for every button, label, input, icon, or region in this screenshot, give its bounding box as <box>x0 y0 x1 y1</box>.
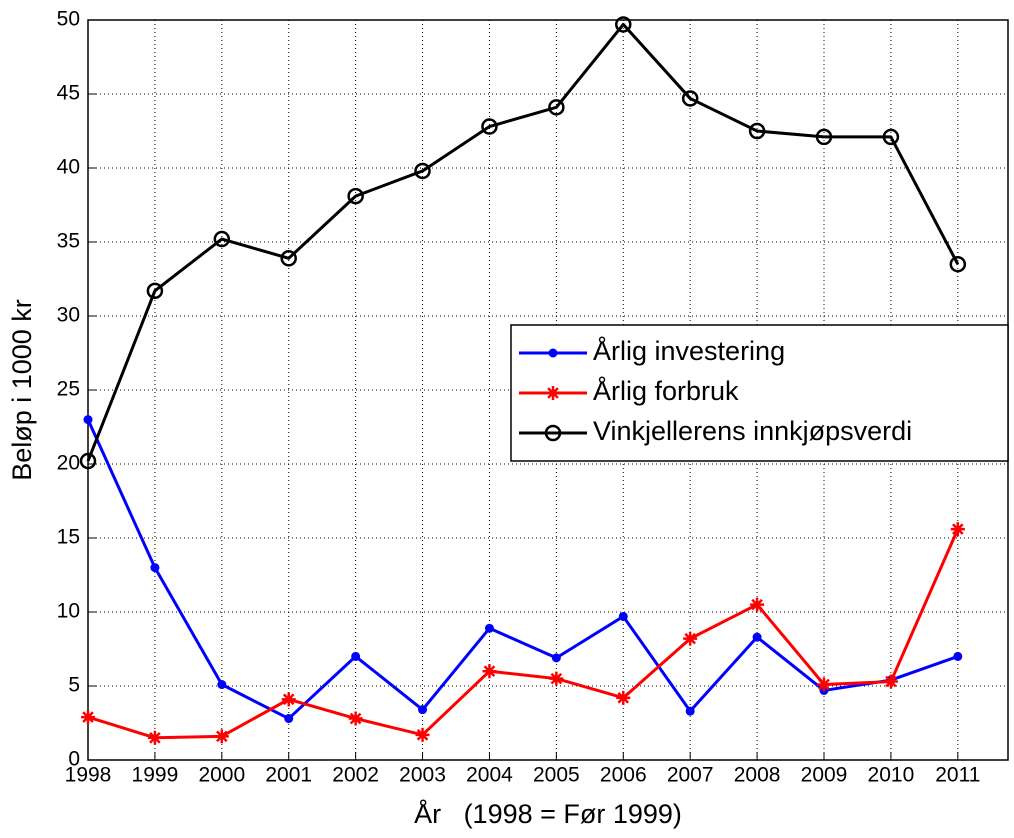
legend-marker <box>548 348 558 358</box>
x-axis-label: År (1998 = Før 1999) <box>414 798 682 829</box>
series-line <box>87 528 960 740</box>
y-tick-label: 5 <box>68 674 80 697</box>
marker <box>616 690 631 705</box>
y-tick-label: 50 <box>57 8 80 31</box>
y-tick-label: 25 <box>57 378 80 401</box>
marker <box>548 99 565 116</box>
marker <box>953 651 963 661</box>
marker <box>418 705 428 715</box>
y-tick-label: 35 <box>57 230 80 253</box>
marker <box>882 128 900 146</box>
marker <box>752 632 762 642</box>
marker <box>817 677 831 692</box>
marker <box>281 692 296 707</box>
marker <box>683 631 698 646</box>
marker <box>681 90 699 107</box>
x-tick-label: 1999 <box>132 764 179 787</box>
x-tick-label: 2000 <box>198 764 245 787</box>
x-tick-label: 2002 <box>332 764 379 787</box>
marker <box>150 563 160 573</box>
legend-box <box>510 324 1009 462</box>
x-tick-label: 2005 <box>533 764 580 787</box>
y-tick-label: 10 <box>57 600 80 623</box>
series-line <box>86 22 960 462</box>
x-tick-label: 2004 <box>466 764 513 787</box>
y-tick-label: 45 <box>57 82 80 105</box>
legend-label: Årlig investering <box>593 335 785 366</box>
y-tick-label: 15 <box>57 526 80 549</box>
marker <box>685 706 695 716</box>
marker <box>549 671 564 686</box>
marker <box>748 122 766 140</box>
marker <box>81 710 95 725</box>
x-tick-label: 2001 <box>265 764 312 787</box>
marker <box>481 118 498 135</box>
x-tick-label: 2011 <box>935 764 980 787</box>
y-tick-label: 40 <box>57 156 80 179</box>
x-tick-label: 2007 <box>667 764 714 787</box>
marker <box>883 674 898 689</box>
x-tick-label: 2006 <box>600 764 647 787</box>
marker <box>79 452 97 470</box>
marker <box>280 250 297 267</box>
marker <box>551 653 561 663</box>
marker <box>214 729 229 744</box>
marker <box>615 16 632 33</box>
legend-marker <box>546 386 560 400</box>
marker <box>815 128 833 146</box>
marker <box>348 711 363 726</box>
legend-label: Årlig forbruk <box>593 375 739 406</box>
marker <box>217 680 227 690</box>
marker <box>482 664 497 679</box>
x-tick-label: 2003 <box>399 764 446 787</box>
legend: Årlig investering Årlig forbruk Vinkjeller… <box>510 324 1009 462</box>
legend-label: Vinkjellerens innkjøpsverdi <box>593 416 912 446</box>
marker <box>415 727 430 742</box>
marker <box>750 597 765 612</box>
marker <box>950 522 965 537</box>
marker <box>83 415 93 425</box>
y-tick-label: 20 <box>57 452 80 475</box>
y-tick-label: 30 <box>57 304 80 327</box>
marker <box>284 714 294 724</box>
x-tick-label: 2008 <box>734 764 781 787</box>
marker <box>414 162 431 180</box>
marker <box>347 187 364 205</box>
x-tick-label: 2009 <box>801 764 848 787</box>
legend-marker <box>544 424 562 442</box>
x-tick-label: 2010 <box>868 764 915 787</box>
y-tick-label: 0 <box>68 748 80 771</box>
marker <box>949 255 967 273</box>
marker <box>147 730 162 745</box>
x-tick-label: 1998 <box>65 764 112 787</box>
marker <box>618 611 628 621</box>
marker <box>146 282 164 300</box>
y-axis-label: Beløp i 1000 kr <box>7 299 37 481</box>
series-line <box>86 418 959 721</box>
marker <box>484 623 494 633</box>
marker <box>351 651 361 661</box>
marker <box>213 230 231 248</box>
